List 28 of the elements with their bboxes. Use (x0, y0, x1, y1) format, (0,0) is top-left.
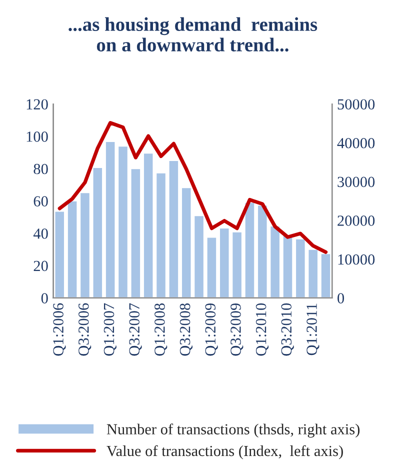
x-tick-label: Q3:2009 (230, 303, 244, 356)
y-tick-label: 0 (41, 293, 48, 304)
chart-title: ...as housing demand remains on a downward trend... (68, 17, 318, 52)
y2-tick-label: 30000 (338, 176, 375, 188)
x-tick-label: Q1:2007 (104, 303, 116, 356)
x-tick-label: Q1:2011 (306, 304, 320, 356)
line-series (58, 121, 328, 254)
x-tick-label: Q1:2010 (256, 303, 269, 356)
y-tick-label: 20 (34, 260, 48, 272)
y-tick-label: 60 (34, 196, 48, 206)
y2-tick-label: 0 (338, 293, 344, 304)
x-tick-label: Q1:2008 (154, 303, 168, 356)
x-tick-label: Q1:2006 (53, 303, 66, 356)
x-tick-label: Q3:2006 (78, 303, 92, 356)
y2-tick-label: 40000 (337, 138, 375, 148)
y-tick-label: 100 (26, 132, 48, 142)
legend-label: Number of transactions (thsds, right axis) (106, 424, 360, 438)
y2-tick-label: 10000 (338, 254, 375, 265)
x-tick-label: Q3:2008 (180, 303, 193, 356)
x-tick-label: Q1:2009 (205, 303, 218, 356)
y2-tick-label: 50000 (338, 99, 375, 110)
x-tick-label: Q3:2010 (281, 303, 294, 356)
y-tick-label: 80 (34, 164, 48, 174)
y-tick-label: 40 (33, 228, 48, 239)
legend-label: Value of transactions (Index, left axis) (106, 445, 343, 460)
y2-tick-label: 20000 (338, 216, 375, 226)
y-tick-label: 120 (26, 99, 48, 110)
x-tick-label: Q3:2007 (129, 303, 142, 356)
